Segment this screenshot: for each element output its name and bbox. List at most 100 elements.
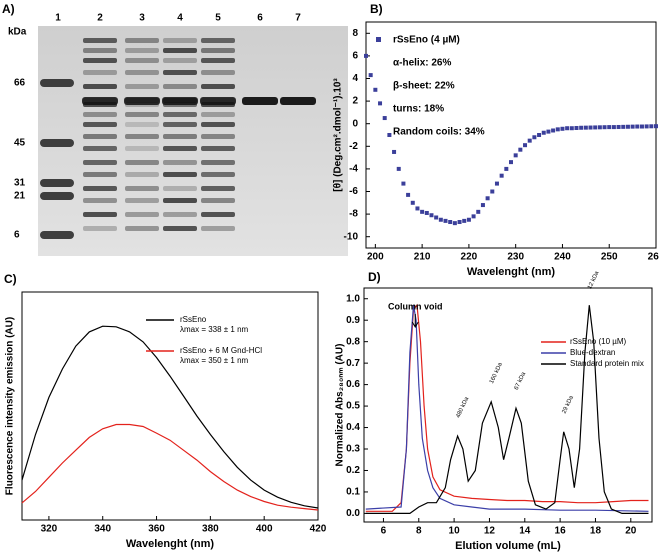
data-point xyxy=(593,125,598,130)
y-tick-label: -4 xyxy=(349,164,358,175)
data-point xyxy=(392,149,397,154)
data-point xyxy=(378,101,383,106)
legend-label: rSsEno (10 µM) xyxy=(570,337,627,346)
x-tick-label: 8 xyxy=(416,526,422,537)
data-point xyxy=(415,206,420,211)
data-point xyxy=(654,124,658,129)
gel-band xyxy=(201,112,235,117)
y-tick-label: 6 xyxy=(352,51,358,62)
gel-band xyxy=(125,186,159,191)
y-tick-label: 0.5 xyxy=(346,401,360,412)
data-point xyxy=(565,126,570,131)
y-axis-title: Fluorescence intensity emission (AU) xyxy=(5,317,16,495)
gel-band xyxy=(124,97,160,105)
gel-band xyxy=(125,70,159,75)
lane-label: 3 xyxy=(139,13,145,24)
marker-label: 31 xyxy=(14,178,26,189)
data-point xyxy=(532,135,537,140)
data-point xyxy=(471,214,476,219)
gel-band xyxy=(83,172,117,177)
marker-label: 66 xyxy=(14,78,26,89)
y-tick-label: -2 xyxy=(349,141,358,152)
data-point xyxy=(476,209,481,214)
marker-label: 21 xyxy=(14,191,26,202)
data-line xyxy=(21,423,319,511)
x-tick-label: 420 xyxy=(310,524,327,535)
gel-band xyxy=(83,226,117,231)
data-point xyxy=(443,218,448,223)
x-tick-label: 340 xyxy=(94,524,111,535)
annotation: Random coils: 34% xyxy=(393,127,485,138)
x-axis-title: Wavelenght (nm) xyxy=(126,538,215,550)
x-tick-label: 380 xyxy=(202,524,219,535)
gel-band xyxy=(201,198,235,203)
data-point xyxy=(569,126,574,131)
data-line xyxy=(365,305,649,514)
data-point xyxy=(611,125,616,130)
data-point xyxy=(438,217,443,222)
legend-label: rSsEno + 6 M Gnd-HCl xyxy=(180,346,262,355)
plot-frame xyxy=(365,21,657,249)
lane-label: 7 xyxy=(295,13,301,24)
gel-band xyxy=(83,122,117,127)
gel-band xyxy=(280,97,316,105)
gel-band xyxy=(40,79,74,87)
data-point xyxy=(457,220,462,225)
data-point xyxy=(406,192,411,197)
plot-frame xyxy=(363,287,653,523)
x-tick-label: 320 xyxy=(41,524,58,535)
data-point xyxy=(625,124,630,129)
gel-band xyxy=(83,48,117,53)
gel-band xyxy=(83,84,117,89)
lane-label: 1 xyxy=(55,13,61,24)
data-point xyxy=(635,124,640,129)
gel-band xyxy=(163,70,197,75)
gel-band xyxy=(163,122,197,127)
y-tick-label: -6 xyxy=(349,186,358,197)
annotation: Column void xyxy=(388,301,443,311)
annotation: turns: 18% xyxy=(393,104,444,115)
lane-label: 4 xyxy=(177,13,183,24)
gel-band xyxy=(201,160,235,165)
y-tick-label: 1.0 xyxy=(346,293,360,304)
plot-frame xyxy=(21,291,319,521)
x-tick-label: 250 xyxy=(601,252,618,263)
data-point xyxy=(462,218,467,223)
gel-band xyxy=(201,84,235,89)
peak-label: 67 kDa xyxy=(514,371,528,391)
data-point xyxy=(396,166,401,171)
gel-band xyxy=(163,134,197,139)
peak-label: 480 kDa xyxy=(455,396,470,419)
gel-band xyxy=(83,112,117,117)
gel-band xyxy=(201,226,235,231)
data-point xyxy=(555,127,560,132)
x-tick-label: 10 xyxy=(449,526,461,537)
y-tick-label: 0.7 xyxy=(346,358,360,369)
x-tick-label: 14 xyxy=(519,526,531,537)
data-point xyxy=(434,215,439,220)
y-tick-label: 2 xyxy=(352,96,358,107)
data-point xyxy=(537,133,542,137)
gel-band xyxy=(201,134,235,139)
gel-band xyxy=(201,212,235,217)
data-point xyxy=(382,116,387,121)
gel-band xyxy=(163,58,197,63)
data-point xyxy=(574,125,579,130)
data-line xyxy=(365,305,649,512)
panel-label: C) xyxy=(4,272,17,286)
y-tick-label: 0.9 xyxy=(346,315,360,326)
annotation: α-helix: 26% xyxy=(393,58,451,69)
gel-band xyxy=(201,186,235,191)
y-tick-label: 8 xyxy=(352,28,358,39)
gel-band xyxy=(125,48,159,53)
gel-band xyxy=(201,48,235,53)
x-tick-label: 400 xyxy=(256,524,273,535)
y-tick-label: 0 xyxy=(352,118,358,129)
data-point xyxy=(494,181,499,186)
data-point xyxy=(485,196,490,201)
lane-label: 2 xyxy=(97,13,103,24)
data-point xyxy=(616,124,621,129)
gel-band xyxy=(163,226,197,231)
peak-label: 29 kDa xyxy=(561,394,575,414)
